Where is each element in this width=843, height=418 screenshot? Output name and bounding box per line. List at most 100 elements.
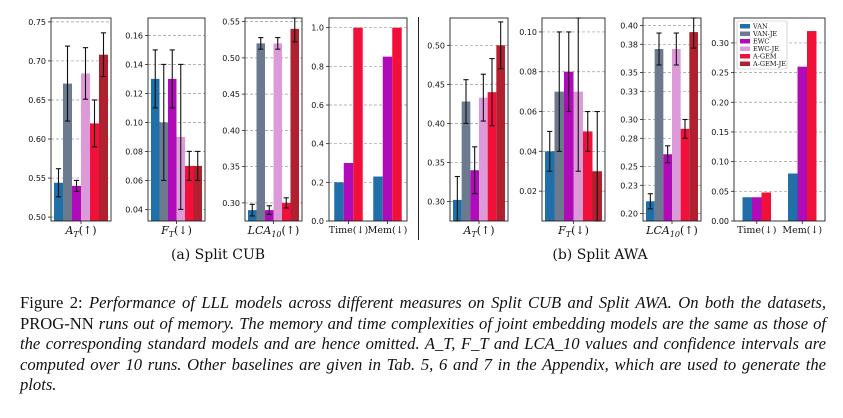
- y-tick-label: 0.55: [28, 174, 46, 183]
- y-tick-label: 0.30: [222, 199, 240, 208]
- y-tick-label: 0.06: [125, 176, 143, 185]
- x-axis-label: AT(↑): [462, 224, 494, 239]
- bar-ewc: [343, 163, 354, 221]
- y-tick-label: 0.45: [222, 90, 240, 99]
- y-tick-label: 0.50: [28, 213, 46, 222]
- axes-frame: [147, 17, 206, 222]
- bar-a-gem-je: [689, 32, 698, 221]
- chart-2: 0.04 0.06 0.08 0.10 0.12 0.14 0.16: [125, 17, 206, 224]
- y-tick-label: 0.02: [519, 187, 537, 196]
- x-axis-label: AT(↑): [64, 224, 96, 239]
- bar-a-gem: [807, 31, 817, 222]
- bar-ewc: [382, 56, 393, 221]
- bar-ewc: [564, 71, 574, 221]
- bar-a-gem: [90, 123, 99, 221]
- bar-van: [545, 151, 555, 221]
- figure-caption: Figure 2: Performance of LLL models acro…: [20, 293, 826, 396]
- x-tick-label: Time(↓): [737, 225, 776, 236]
- bar-a-gem: [680, 128, 690, 221]
- caption-sentence-3: A_T, F_T and LCA_10 values and confidenc…: [20, 334, 826, 394]
- subcaption-cub: (a) Split CUB: [171, 247, 265, 263]
- y-tick-label: 0.04: [125, 205, 143, 214]
- bar-van-je: [256, 43, 265, 221]
- y-tick-label: 0.08: [125, 147, 143, 156]
- y-tick-label: 0.12: [125, 89, 143, 98]
- y-tick-label: 0.35: [427, 158, 445, 167]
- y-tick-label: 0.16: [125, 31, 143, 40]
- bar-ewc: [663, 154, 672, 221]
- bar-a-gem-je: [99, 54, 108, 222]
- axes-frame: [642, 17, 702, 222]
- axes-frame: [449, 17, 509, 222]
- y-tick-label: 0.10: [519, 28, 537, 37]
- legend-label-ewc-je: EWC-JE: [753, 45, 779, 53]
- y-tick-label: 0.8: [311, 62, 324, 71]
- y-tick-label: 0.00: [711, 217, 729, 226]
- bar-van-je: [554, 91, 564, 221]
- y-tick-label: 0.45: [427, 80, 445, 89]
- y-tick-label: 0.15: [711, 128, 729, 137]
- y-tick-label: 0.14: [125, 60, 143, 69]
- bar-van: [54, 182, 63, 221]
- y-tick-label: 0.65: [28, 96, 46, 105]
- legend-swatch-ewc-je: [740, 46, 750, 51]
- y-tick-label: 0.60: [28, 135, 46, 144]
- y-tick-label: 0.6: [311, 101, 324, 110]
- legend-label-ewc: EWC: [753, 38, 769, 46]
- chart-8: 0.00 0.05 0.10 0.15 0.20 0.25 0.30 Time(↓) Mem(↓…: [711, 17, 826, 236]
- y-tick-label: 0.10: [125, 118, 143, 127]
- caption-sentence-1: Performance of LLL models across differe…: [89, 293, 826, 312]
- axes-frame: [328, 17, 408, 222]
- y-tick-label: 0.0: [311, 217, 324, 226]
- x-axis-label: FT(↓): [557, 224, 589, 239]
- bar-van-je: [63, 83, 72, 221]
- caption-sentence-2: runs out of memory. The memory and time …: [20, 313, 826, 354]
- legend-swatch-a-gem: [740, 54, 750, 59]
- bar-ewc-je: [81, 73, 90, 221]
- y-tick-label: 0.28: [620, 134, 638, 143]
- x-tick-label: Mem(↓): [782, 225, 822, 236]
- y-tick-label: 0.70: [28, 57, 46, 66]
- bar-ewc: [470, 170, 479, 221]
- bar-a-gem: [392, 27, 402, 221]
- y-tick-label: 1.0: [311, 24, 324, 33]
- y-tick-label: 0.33: [620, 87, 638, 96]
- subcaption-awa: (b) Split AWA: [552, 247, 648, 263]
- axes-frame: [50, 17, 112, 222]
- chart-4: 0.0 0.2 0.4 0.6 0.8 1.0 Time(↓) Mem(↓): [311, 17, 408, 236]
- y-tick-label: 0.35: [222, 163, 240, 172]
- legend-swatch-van: [740, 24, 750, 29]
- chart-1: 0.50 0.55 0.60 0.65 0.70 0.75: [28, 17, 112, 224]
- bar-ewc: [168, 78, 177, 222]
- y-tick-label: 0.08: [519, 68, 537, 77]
- bar-a-gem: [487, 92, 497, 221]
- y-tick-label: 0.30: [427, 197, 445, 206]
- bar-ewc-je: [672, 49, 681, 222]
- bar-ewc: [72, 185, 81, 221]
- legend-swatch-a-gem-je: [740, 61, 750, 66]
- legend-label-van-je: VAN-JE: [752, 30, 777, 38]
- bar-a-gem: [185, 165, 194, 221]
- figure-panels: 0.500.550.600.650.700.75AT(↑)0.040.060.0…: [28, 17, 826, 263]
- y-tick-label: 0.05: [711, 187, 729, 196]
- axes-frame: [733, 17, 826, 222]
- y-tick-label: 0.50: [427, 41, 445, 50]
- chart-6: 0.02 0.04 0.06 0.08 0.10: [519, 17, 606, 224]
- y-tick-label: 0.25: [620, 162, 638, 171]
- bar-van-je: [654, 49, 664, 222]
- bar-van: [742, 197, 752, 221]
- bar-a-gem-je: [193, 165, 202, 221]
- y-tick-label: 0.75: [28, 18, 46, 27]
- y-tick-label: 0.30: [620, 116, 638, 125]
- legend-swatch-ewc: [740, 39, 750, 44]
- bar-a-gem: [761, 192, 771, 221]
- bar-van: [646, 201, 655, 221]
- y-tick-label: 0.50: [222, 54, 240, 63]
- bar-a-gem: [583, 131, 593, 221]
- x-axis-label: FT(↓): [160, 224, 192, 239]
- y-tick-label: 0.2: [311, 178, 324, 187]
- chart-5: 0.30 0.35 0.40 0.45 0.50: [427, 17, 509, 224]
- x-axis-label: LCA10(↑): [247, 224, 300, 239]
- legend-label-a-gem: A-GEM: [752, 53, 777, 61]
- y-tick-label: 0.10: [711, 158, 729, 167]
